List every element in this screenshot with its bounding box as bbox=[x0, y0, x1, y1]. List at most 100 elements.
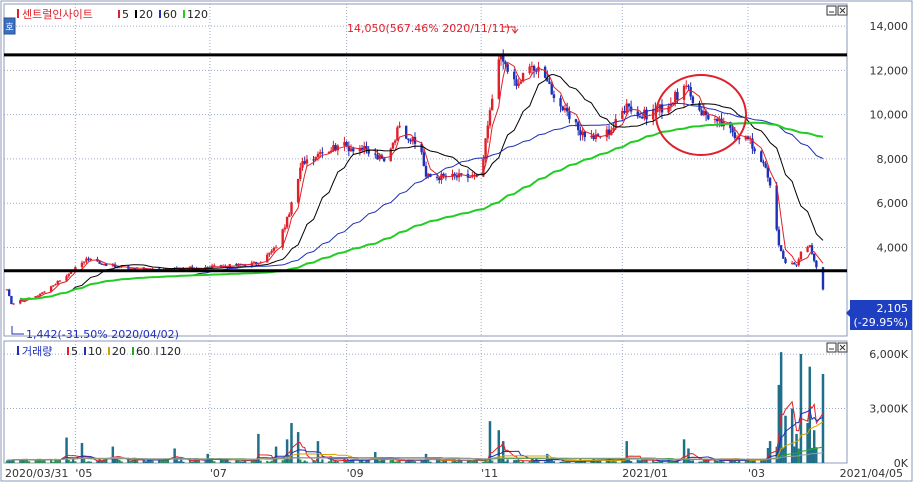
price-tick-label: 4,000 bbox=[877, 241, 909, 254]
volume-bar bbox=[41, 460, 44, 463]
legend-swatch bbox=[132, 347, 134, 355]
volume-bar bbox=[288, 459, 291, 463]
candle-body bbox=[305, 159, 309, 164]
volume-bar bbox=[391, 459, 395, 463]
volume-bar bbox=[19, 459, 22, 463]
price-panel-controls[interactable] bbox=[826, 5, 848, 16]
candle-body bbox=[360, 147, 364, 151]
candle-body bbox=[327, 151, 331, 154]
candle-body bbox=[506, 64, 509, 72]
volume-bar bbox=[54, 458, 57, 463]
candle-body bbox=[85, 258, 88, 262]
candle-body bbox=[563, 107, 567, 111]
current-price-box: 2,105 (-29.95%) bbox=[846, 300, 912, 330]
candle-body bbox=[113, 264, 117, 268]
candle-body bbox=[702, 110, 706, 116]
candle-body bbox=[219, 265, 223, 268]
volume-bar bbox=[259, 460, 262, 463]
candle-body bbox=[504, 61, 507, 65]
volume-bar bbox=[312, 460, 315, 463]
volume-spike bbox=[625, 441, 628, 463]
volume-bar bbox=[345, 459, 348, 463]
volume-bar bbox=[685, 459, 688, 463]
volume-panel-controls[interactable] bbox=[826, 342, 848, 353]
candle-body bbox=[255, 262, 258, 265]
volume-bar bbox=[27, 461, 31, 463]
volume-bar bbox=[442, 460, 445, 463]
volume-bar bbox=[409, 459, 412, 463]
volume-bar bbox=[250, 460, 253, 463]
candle-body bbox=[301, 161, 304, 168]
x-tick-label: 2020/03/31 bbox=[5, 467, 68, 480]
candle-body bbox=[671, 102, 675, 104]
candle-body bbox=[49, 286, 53, 292]
candle-body bbox=[667, 106, 670, 113]
candle-body bbox=[382, 158, 386, 162]
minimize-icon[interactable] bbox=[826, 5, 837, 16]
volume-bar bbox=[376, 458, 379, 463]
candle-body bbox=[612, 127, 615, 131]
volume-bar bbox=[244, 460, 247, 463]
volume-bar bbox=[499, 458, 503, 463]
volume-bar bbox=[749, 460, 752, 463]
x-tick-label: '11 bbox=[481, 467, 498, 480]
legend-ma-label: 60 bbox=[136, 345, 150, 358]
volume-bar bbox=[129, 460, 132, 463]
volume-bar bbox=[228, 461, 231, 463]
candle-body bbox=[38, 293, 42, 296]
candle-body bbox=[731, 128, 734, 133]
candle-body bbox=[391, 142, 395, 149]
volume-bar bbox=[38, 458, 42, 463]
volume-bar bbox=[330, 458, 333, 463]
volume-bar bbox=[180, 459, 183, 463]
volume-ma-line-120 bbox=[6, 452, 824, 461]
volume-bar bbox=[43, 459, 46, 463]
volume-spike bbox=[806, 423, 809, 463]
volume-bar bbox=[321, 459, 324, 463]
volume-bar bbox=[764, 459, 767, 463]
candle-body bbox=[640, 116, 644, 119]
volume-spike bbox=[777, 384, 781, 463]
candle-body bbox=[596, 134, 600, 137]
volume-bar bbox=[188, 458, 192, 463]
candle-body bbox=[502, 54, 505, 62]
volume-bar bbox=[74, 461, 77, 463]
candle-body bbox=[687, 85, 690, 88]
volume-bar bbox=[136, 460, 139, 463]
volume-bar bbox=[380, 458, 384, 463]
candle-body bbox=[621, 110, 624, 119]
candle-body bbox=[521, 73, 525, 82]
volume-spike bbox=[257, 433, 260, 463]
candle-body bbox=[775, 185, 778, 230]
candle-body bbox=[131, 268, 134, 270]
svg-text:호: 호 bbox=[5, 22, 13, 33]
volume-bar bbox=[537, 460, 540, 463]
candle-body bbox=[54, 284, 57, 286]
volume-bar bbox=[237, 459, 240, 463]
candle-body bbox=[682, 85, 686, 100]
volume-bar bbox=[349, 459, 353, 463]
volume-bar bbox=[182, 461, 185, 463]
candle-body bbox=[700, 110, 703, 116]
volume-title: 거래량 bbox=[22, 345, 52, 358]
volume-bar bbox=[8, 459, 11, 463]
volume-bar bbox=[164, 458, 167, 463]
volume-bar bbox=[753, 459, 756, 463]
volume-bar bbox=[733, 460, 736, 463]
candle-body bbox=[762, 161, 765, 164]
candle-body bbox=[321, 152, 324, 154]
volume-bar bbox=[729, 459, 732, 463]
candle-body bbox=[713, 119, 717, 121]
volume-bar bbox=[12, 459, 15, 463]
volume-bar bbox=[347, 461, 350, 463]
volume-bar bbox=[438, 459, 441, 463]
price-tick-label: 6,000 bbox=[877, 197, 909, 210]
volume-bar bbox=[674, 461, 677, 463]
volume-bar bbox=[268, 461, 271, 463]
candle-body bbox=[715, 119, 719, 122]
quote-toggle-button[interactable]: 호 bbox=[3, 17, 16, 35]
candle-body bbox=[444, 175, 448, 178]
volume-bar bbox=[69, 461, 73, 463]
volume-bar bbox=[671, 461, 675, 463]
minimize-icon[interactable] bbox=[826, 342, 837, 353]
